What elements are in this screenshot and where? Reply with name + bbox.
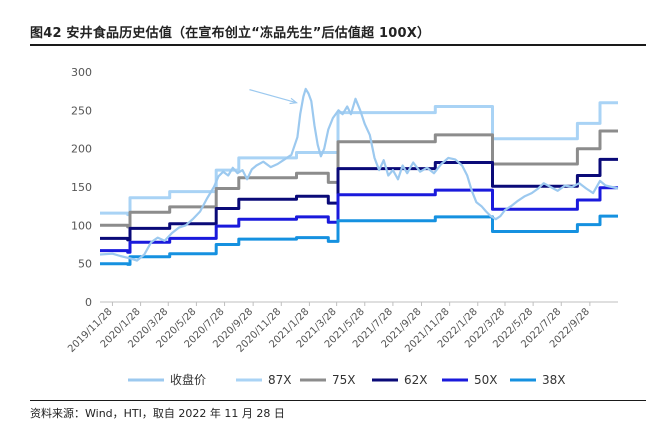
y-tick-label: 150 <box>71 181 92 194</box>
series-line-pe38 <box>100 214 618 266</box>
legend-label-pe75: 75X <box>332 373 356 387</box>
footer-divider <box>30 400 646 401</box>
y-tick-label: 50 <box>78 258 92 271</box>
y-tick-label: 250 <box>71 104 92 117</box>
legend-label-pe38: 38X <box>542 373 566 387</box>
y-tick-label: 100 <box>71 219 92 232</box>
title-divider <box>30 44 646 46</box>
chart-series <box>99 87 619 266</box>
y-tick-label: 300 <box>71 66 92 79</box>
y-tick-label: 0 <box>85 296 92 309</box>
y-tick-label: 200 <box>71 143 92 156</box>
legend-label-price: 收盘价 <box>170 372 206 387</box>
source-note: 资料来源：Wind，HTI，取自 2022 年 11 月 28 日 <box>30 407 285 420</box>
annotation-arrow-line <box>249 89 297 104</box>
legend-label-pe87: 87X <box>268 373 292 387</box>
legend-label-pe50: 50X <box>474 373 498 387</box>
series-line-pe87 <box>100 101 618 217</box>
annotation-arrow-head <box>289 97 298 105</box>
legend-label-pe62: 62X <box>404 373 428 387</box>
series-line-pe50 <box>100 186 618 254</box>
series-line-pe75 <box>100 129 618 229</box>
chart-annotation <box>249 89 298 105</box>
page-title: 图42 安井食品历史估值（在宣布创立“冻品先生”后估值超 100X） <box>30 26 431 41</box>
series-line-price <box>99 87 619 262</box>
chart-legend: 收盘价 87X 75X 62X 50X 38X <box>128 372 566 387</box>
